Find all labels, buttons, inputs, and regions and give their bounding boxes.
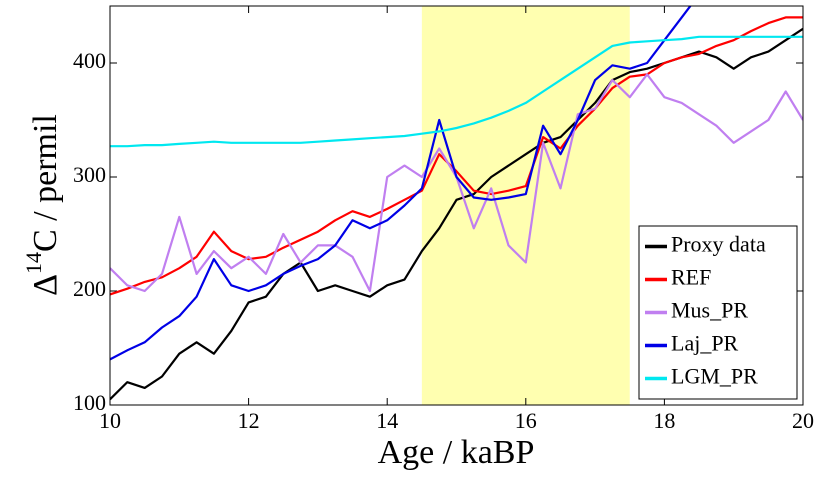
- x-tick-label: 14: [376, 408, 398, 433]
- y-label-sup: 14: [21, 252, 46, 274]
- legend-label: Proxy data: [671, 232, 766, 257]
- x-tick-label: 20: [792, 408, 814, 433]
- highlight-band: [421, 6, 630, 405]
- y-label-part: Δ: [27, 274, 64, 296]
- y-axis-label: Δ14C / permil: [21, 114, 64, 296]
- legend-label: Laj_PR: [671, 331, 739, 356]
- y-tick-label: 100: [73, 390, 106, 415]
- legend-label: Mus_PR: [671, 298, 748, 323]
- y-tick-label: 200: [73, 276, 106, 301]
- plot-area: [110, 6, 803, 401]
- x-tick-label: 18: [653, 408, 675, 433]
- y-tick-label: 400: [73, 48, 106, 73]
- data-line: [110, 16, 803, 296]
- legend-label: REF: [671, 265, 711, 290]
- x-axis-label: Age / kaBP: [378, 434, 535, 471]
- x-tick-label: 16: [515, 408, 537, 433]
- plot-frame: [109, 5, 804, 406]
- y-label-part: C / permil: [27, 114, 64, 252]
- data-line: [110, 6, 692, 361]
- x-tick-label: 12: [238, 408, 260, 433]
- data-line: [110, 35, 803, 148]
- x-tick-label: 10: [99, 408, 121, 433]
- legend-label: LGM_PR: [671, 364, 758, 389]
- y-tick-label: 300: [73, 162, 106, 187]
